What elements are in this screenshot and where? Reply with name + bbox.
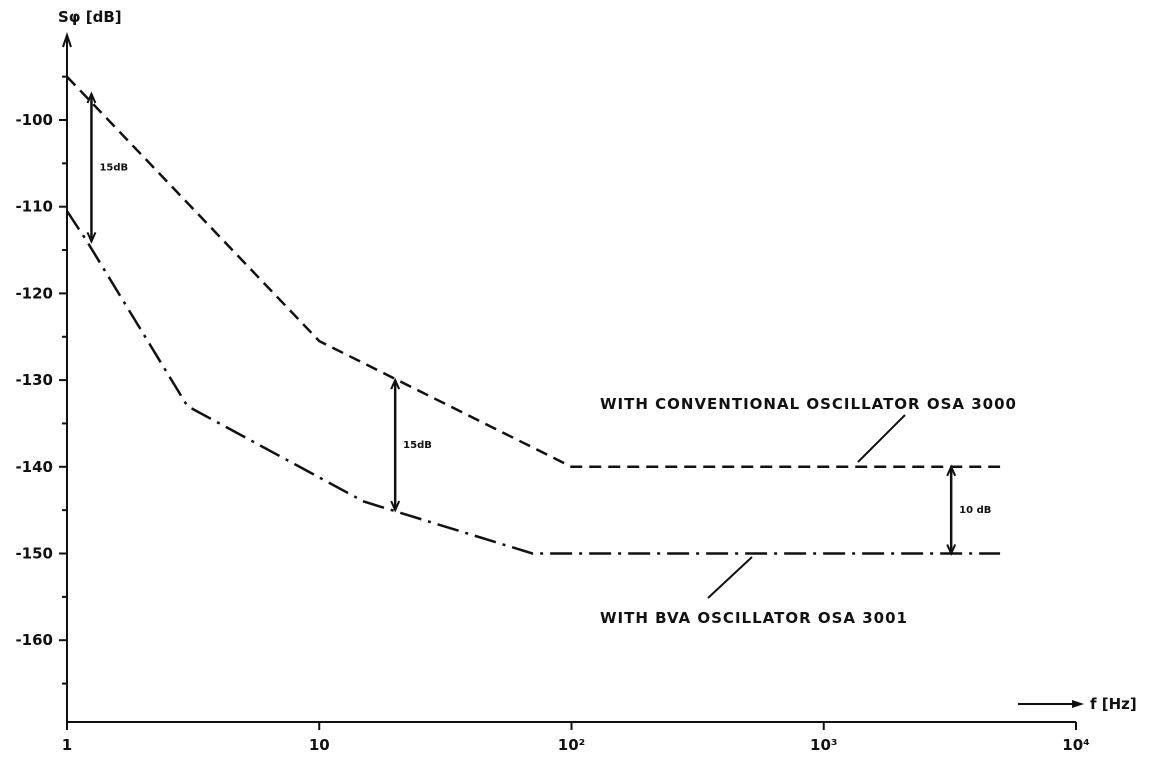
series-lines bbox=[65, 75, 1001, 599]
difference-arrowhead-bottom-2 bbox=[946, 544, 957, 556]
y-tick-label: -100 bbox=[15, 111, 53, 129]
difference-arrowhead-bottom-1 bbox=[390, 500, 401, 513]
difference-label: 15dB bbox=[99, 163, 128, 174]
series-line-1 bbox=[65, 210, 1001, 555]
difference-label: 10 dB bbox=[959, 505, 991, 516]
y-tick-label: -120 bbox=[15, 284, 53, 302]
x-axis-arrow-head bbox=[1072, 700, 1084, 708]
series-line-0 bbox=[66, 75, 1001, 469]
leader-line-conventional bbox=[857, 414, 906, 463]
x-axis-label: f [Hz] bbox=[1090, 695, 1137, 713]
y-axis-label: Sφ [dB] bbox=[58, 8, 122, 26]
leader-line-bva bbox=[707, 556, 753, 599]
difference-arrowhead-top-2 bbox=[946, 464, 957, 477]
series-label-bva: WITH BVA OSCILLATOR OSA 3001 bbox=[600, 609, 908, 627]
x-tick-label: 10⁴ bbox=[1062, 736, 1089, 754]
y-tick-label: -160 bbox=[15, 631, 53, 649]
axes: -100 -110 -120 -130 -140 -150 -160 1 10 10² 10³ 10⁴ bbox=[15, 31, 1090, 754]
x-tick-label: 1 bbox=[62, 736, 72, 754]
y-tick-label: -130 bbox=[15, 371, 53, 389]
difference-arrowhead-bottom-0 bbox=[86, 231, 97, 244]
x-tick-label: 10 bbox=[309, 736, 330, 754]
y-axis-arrow bbox=[62, 31, 72, 48]
difference-arrowhead-top-0 bbox=[86, 91, 97, 104]
y-tick-label: -110 bbox=[15, 198, 53, 216]
y-tick-label: -140 bbox=[15, 458, 53, 476]
y-tick-label: -150 bbox=[15, 545, 53, 563]
difference-arrowhead-top-1 bbox=[390, 377, 401, 390]
labels: Sφ [dB] f [Hz] WITH CONVENTIONAL OSCILLA… bbox=[58, 8, 1137, 713]
difference-label: 15dB bbox=[403, 440, 432, 451]
series-label-conventional: WITH CONVENTIONAL OSCILLATOR OSA 3000 bbox=[600, 395, 1017, 413]
annotations: 15dB 15dB 10 dB bbox=[86, 91, 991, 556]
x-tick-label: 10³ bbox=[810, 736, 837, 754]
x-tick-label: 10² bbox=[558, 736, 585, 754]
